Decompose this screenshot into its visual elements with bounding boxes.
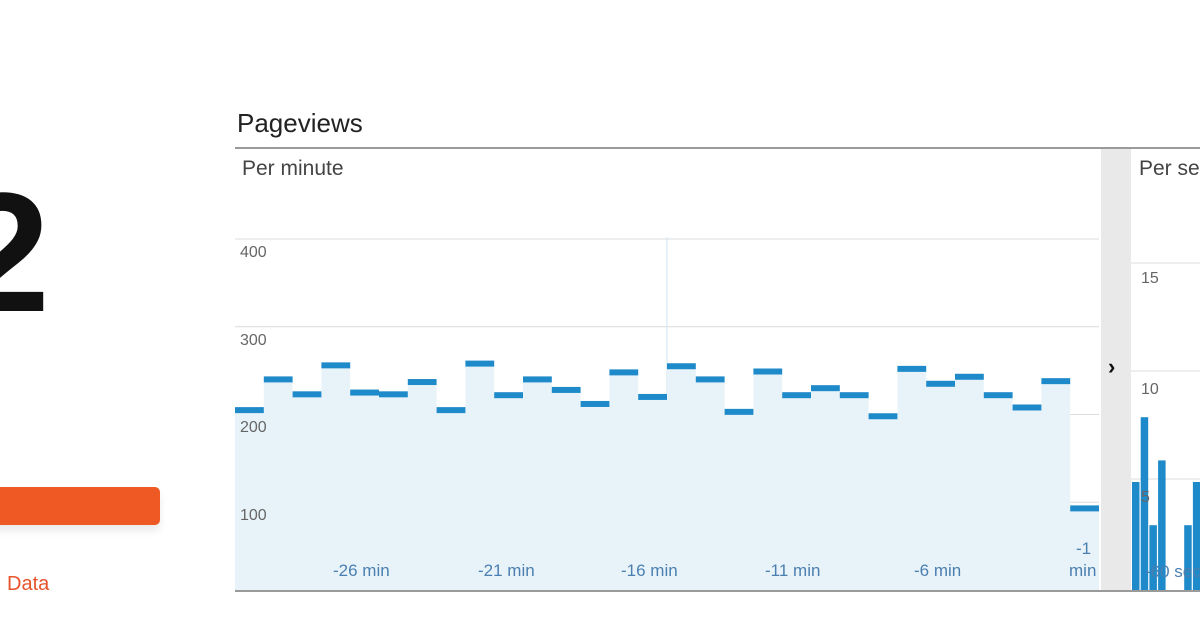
per-minute-step-17 — [724, 408, 754, 415]
per-second-bar-6 — [1184, 525, 1192, 590]
per-minute-step-15 — [667, 363, 696, 370]
per-minute-step-6 — [407, 379, 437, 386]
per-minute-step-11 — [551, 386, 581, 393]
chart-baseline — [235, 590, 1200, 592]
per-second-bar-1 — [1140, 417, 1149, 590]
big-metric-number: 2 — [0, 168, 50, 348]
x-tick-6: -6 min — [914, 561, 962, 580]
title-divider — [235, 147, 1200, 149]
per-second-bar-3 — [1158, 460, 1166, 590]
per-minute-step-0 — [235, 407, 264, 414]
per-minute-step-19 — [782, 392, 811, 399]
per-minute-step-5 — [379, 391, 408, 398]
per-minute-step-13 — [609, 369, 639, 376]
per-second-bar-7 — [1192, 482, 1200, 590]
y-tick-100: 100 — [240, 507, 267, 524]
per-minute-step-2 — [292, 391, 322, 398]
per-minute-step-23 — [897, 365, 927, 372]
per-minute-step-27 — [1012, 404, 1042, 411]
section-title: Pageviews — [237, 108, 363, 138]
per-minute-step-7 — [436, 407, 466, 414]
per-minute-label: Per minute — [242, 157, 344, 180]
per-minute-step-18 — [753, 368, 783, 375]
sec-x-tick: -60 sec — [1145, 562, 1200, 581]
per-minute-step-3 — [321, 362, 351, 369]
per-minute-step-9 — [494, 392, 523, 399]
per-minute-step-25 — [955, 373, 984, 380]
per-minute-step-1 — [263, 376, 293, 383]
y-tick-200: 200 — [240, 419, 267, 436]
x-tick-26: -26 min — [333, 561, 390, 580]
per-minute-step-26 — [983, 392, 1013, 399]
per-minute-step-29 — [1070, 505, 1099, 512]
sec-y-tick-10: 10 — [1141, 381, 1159, 398]
per-minute-step-22 — [868, 413, 898, 420]
per-minute-step-14 — [638, 393, 667, 400]
per-second-bar-0 — [1132, 482, 1140, 590]
x-tick-1-line2: min — [1069, 561, 1097, 580]
x-tick-16: -16 min — [621, 561, 678, 580]
per-minute-step-8 — [465, 360, 495, 367]
per-minute-area — [235, 363, 1099, 590]
y-tick-300: 300 — [240, 332, 267, 349]
chevron-right-icon[interactable]: › — [1108, 354, 1116, 379]
per-minute-step-24 — [926, 380, 955, 387]
panel-toggle[interactable] — [1101, 149, 1131, 591]
primary-action-button[interactable] — [0, 487, 160, 525]
per-minute-step-28 — [1041, 378, 1071, 385]
per-minute-step-12 — [580, 400, 610, 407]
per-minute-step-20 — [811, 385, 840, 392]
per-minute-step-4 — [350, 389, 379, 396]
per-minute-step-10 — [523, 376, 552, 383]
x-tick-21: -21 min — [478, 561, 535, 580]
per-minute-step-16 — [695, 376, 725, 383]
x-tick-11: -11 min — [765, 561, 821, 580]
data-link[interactable]: Data — [7, 573, 50, 595]
per-second-bar-2 — [1149, 525, 1157, 590]
x-tick-1-line1: -1 — [1076, 539, 1092, 558]
y-tick-400: 400 — [240, 244, 267, 261]
per-second-label: Per se — [1139, 157, 1200, 180]
per-second-panel: Per se 15 10 5 -60 sec — [1131, 149, 1200, 591]
sec-y-tick-5: 5 — [1141, 489, 1150, 506]
sec-y-tick-15: 15 — [1141, 270, 1159, 287]
per-minute-step-21 — [839, 392, 869, 399]
